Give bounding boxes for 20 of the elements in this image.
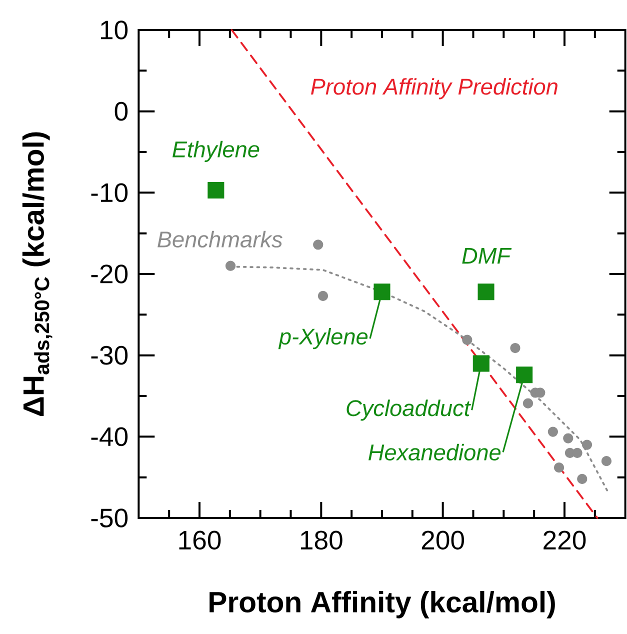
text: Hexanedione (368, 444, 501, 461)
y-axis-title: ΔH$_{ads,250°C}$ (kcal/mol) (22, 132, 52, 416)
y-tick-label: -50 (91, 508, 128, 528)
x-tick-label: 200 (422, 530, 464, 550)
series-label: Cycloadduct (346, 400, 471, 421)
y-tick-label: -20 (91, 264, 128, 284)
x-axis-title: Proton Affinity (kcal/mol) (210, 590, 555, 618)
y-tick-label: -30 (91, 346, 128, 365)
x-tick-label: 180 (300, 530, 342, 550)
x-tick-label: 160 (179, 530, 221, 550)
y-tick-label: 10 (100, 20, 128, 40)
y-tick-label: 0 (114, 102, 128, 121)
y-tick-label: -10 (91, 183, 128, 202)
series-label: Benchmarks (158, 230, 282, 248)
series-label: Proton Affinity Prediction (311, 78, 558, 100)
y-tick-label: -40 (91, 427, 128, 446)
series-label: Ethylene (172, 140, 260, 162)
x-tick-label: 220 (544, 530, 586, 550)
series-label: p-Xylene (278, 328, 368, 350)
series-label: DMF (462, 248, 512, 264)
